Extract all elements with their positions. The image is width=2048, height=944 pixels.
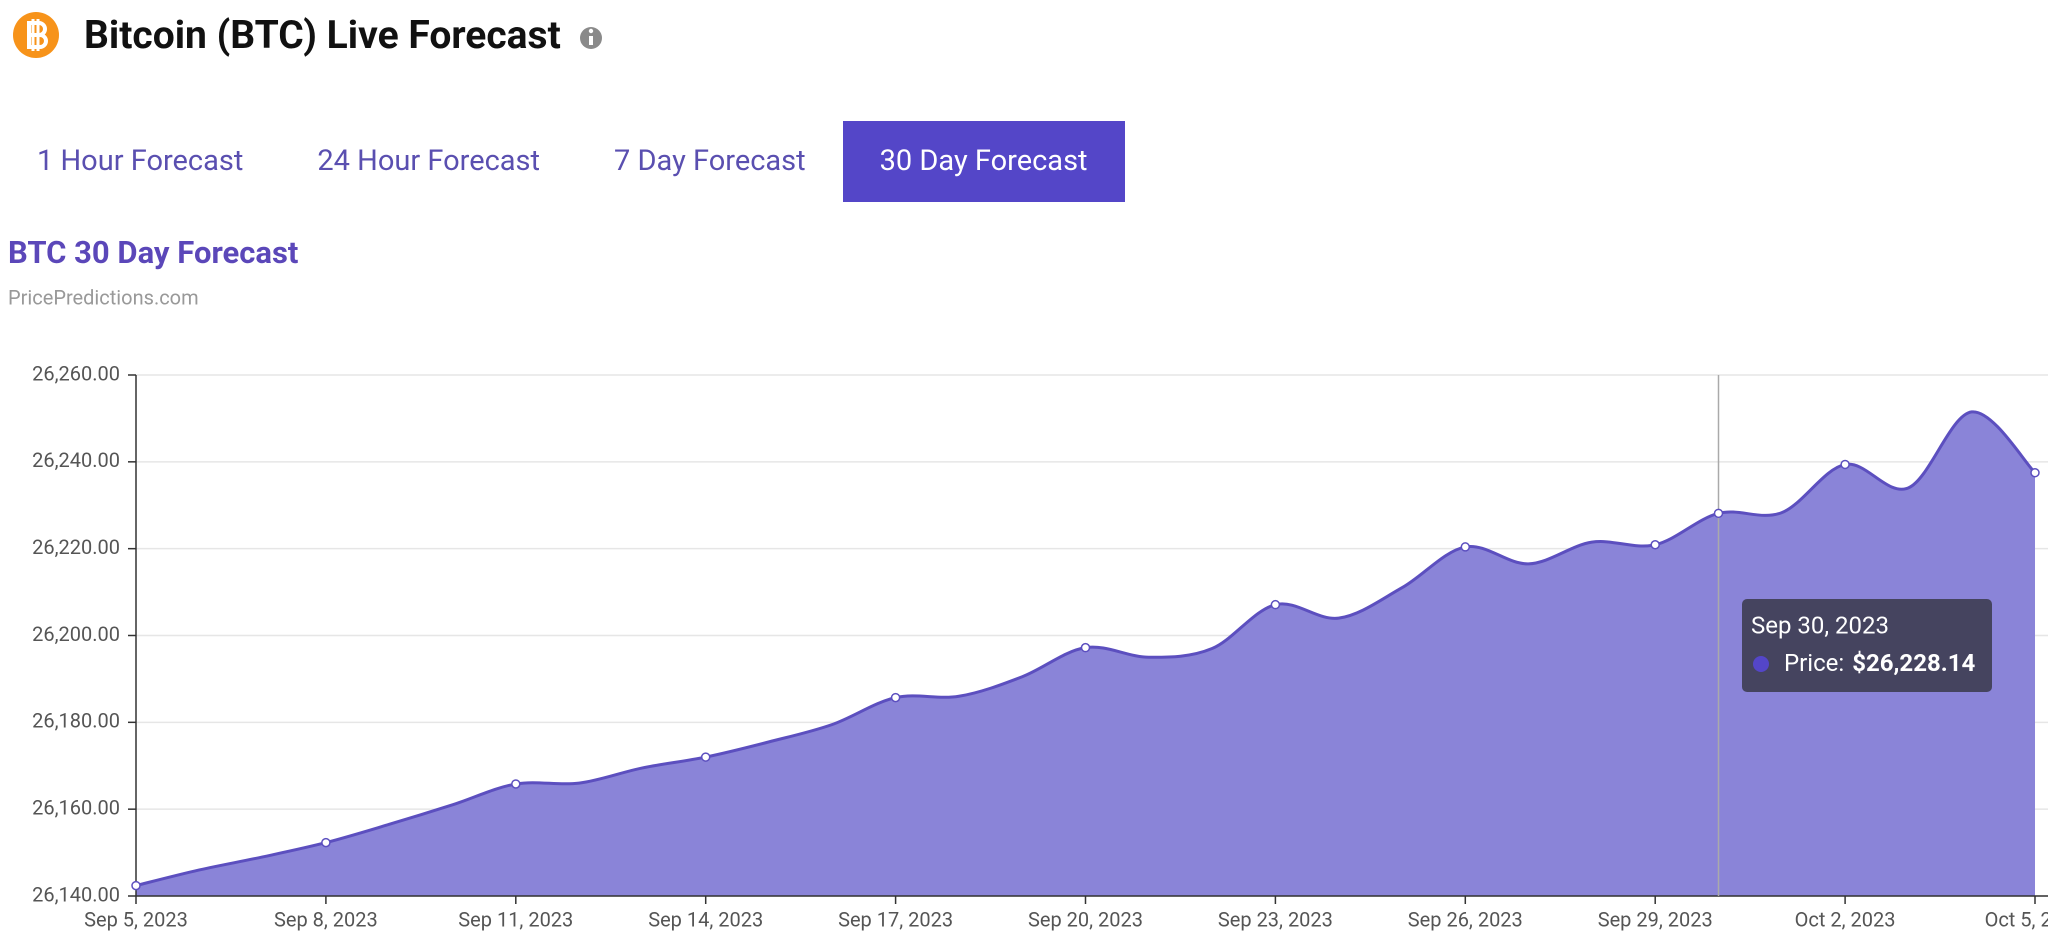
point bbox=[321, 837, 331, 848]
x-tick-label: Sep 17, 2023 bbox=[838, 907, 953, 931]
tooltip-dot bbox=[1753, 656, 1769, 672]
point bbox=[131, 880, 141, 891]
tooltip-value: $26,228.14 bbox=[1852, 649, 1975, 677]
x-tick-label: Sep 8, 2023 bbox=[274, 907, 378, 931]
tooltip-label: Price: bbox=[1784, 649, 1844, 677]
point bbox=[890, 692, 901, 703]
y-tick-label: 26,160.00 bbox=[32, 795, 120, 819]
tab[interactable]: 24 Hour Forecast bbox=[317, 144, 540, 178]
tab[interactable]: 1 Hour Forecast bbox=[37, 144, 244, 178]
y-tick-label: 26,240.00 bbox=[32, 448, 120, 472]
point bbox=[1840, 459, 1850, 470]
tooltip: Sep 30, 2023 Price: $26,228.14 bbox=[1742, 599, 1992, 692]
y-tick-label: 26,260.00 bbox=[32, 361, 120, 385]
tab[interactable]: 30 Day Forecast bbox=[842, 121, 1125, 202]
x-tick-label: Sep 26, 2023 bbox=[1408, 907, 1523, 931]
x-tick-label: Sep 11, 2023 bbox=[458, 907, 573, 931]
point bbox=[700, 752, 711, 762]
point bbox=[1270, 599, 1281, 610]
point bbox=[511, 779, 521, 789]
line bbox=[135, 410, 2037, 888]
x-tick-label: Sep 20, 2023 bbox=[1028, 907, 1143, 931]
tooltip-box bbox=[1742, 599, 1992, 692]
page-title: Bitcoin (BTC) Live Forecast bbox=[84, 12, 561, 58]
info-icon[interactable] bbox=[580, 27, 602, 49]
y-tick-label: 26,180.00 bbox=[32, 709, 120, 733]
point bbox=[1713, 508, 1724, 519]
y-tick-label: 26,140.00 bbox=[32, 882, 120, 906]
x-tick-label: Sep 23, 2023 bbox=[1218, 907, 1333, 931]
y-tick-label: 26,200.00 bbox=[32, 622, 120, 646]
bitcoin-icon bbox=[13, 12, 59, 58]
tooltip-date: Sep 30, 2023 bbox=[1751, 611, 1889, 639]
tab[interactable]: 7 Day Forecast bbox=[613, 144, 806, 178]
chart-title: BTC 30 Day Forecast bbox=[8, 234, 298, 271]
tooltip-text: Price: $26,228.14 bbox=[1784, 649, 1975, 677]
x-tick-label: Sep 14, 2023 bbox=[648, 907, 763, 931]
point bbox=[1650, 540, 1660, 550]
y-tick-label: 26,220.00 bbox=[32, 535, 120, 559]
tab-bar: 1 Hour Forecast 24 Hour Forecast 7 Day For… bbox=[0, 121, 1125, 202]
point bbox=[1080, 642, 1091, 653]
chart-subtitle: PricePredictions.com bbox=[8, 285, 199, 309]
area bbox=[136, 411, 2035, 896]
x-tick-label: Oct 5, 2023 bbox=[1985, 907, 2048, 931]
x-tick-label: Sep 29, 2023 bbox=[1598, 907, 1713, 931]
point bbox=[2030, 467, 2040, 478]
point bbox=[1460, 542, 1471, 552]
x-tick-label: Sep 5, 2023 bbox=[84, 907, 188, 931]
x-tick-label: Oct 2, 2023 bbox=[1795, 907, 1896, 931]
